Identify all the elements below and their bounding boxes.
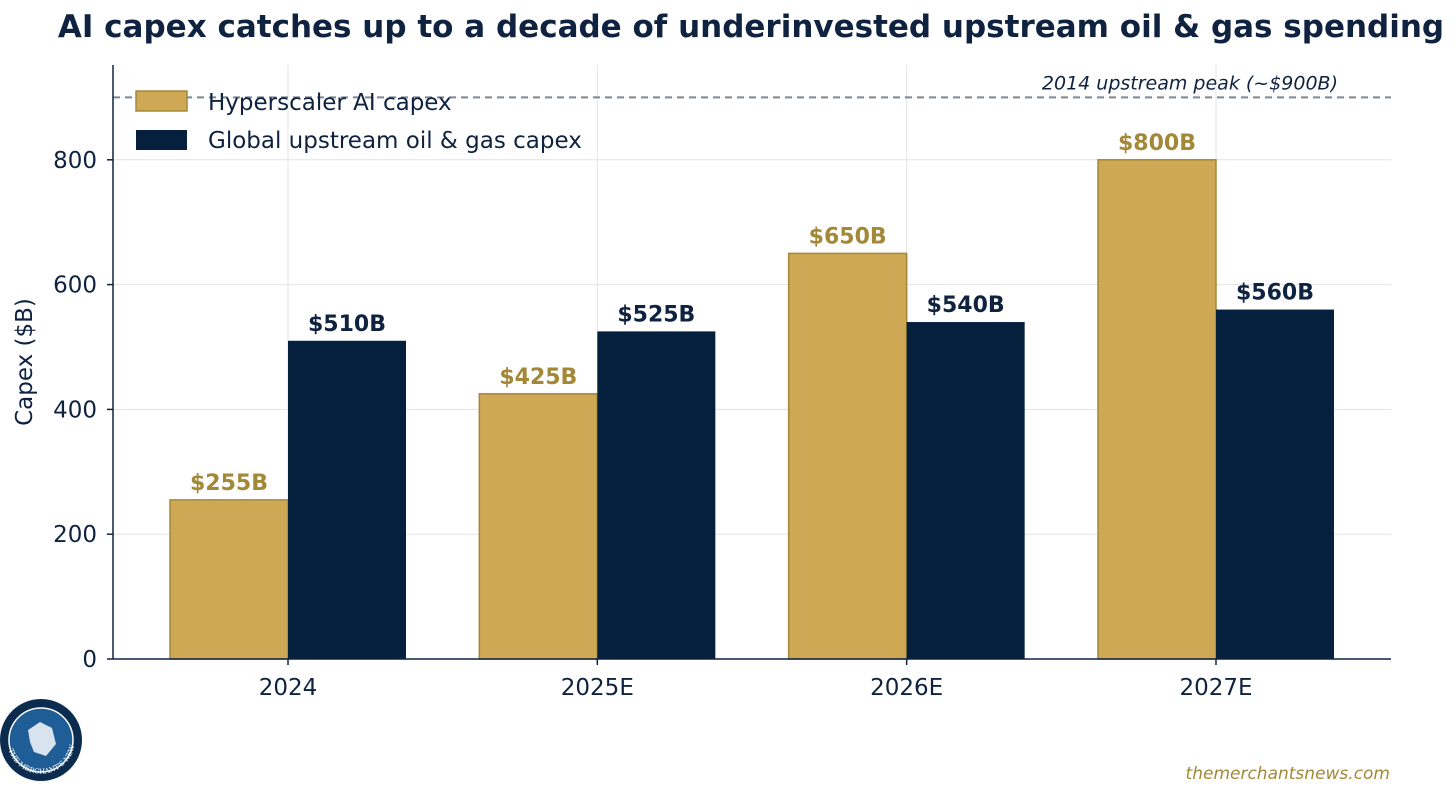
legend-label-oil-gas: Global upstream oil & gas capex <box>208 128 582 154</box>
axes <box>112 65 1391 660</box>
bar-ai-2026e <box>787 252 908 660</box>
legend-swatch-ai <box>135 90 188 112</box>
legend-swatch-oil-gas <box>136 130 187 150</box>
logo-emblem-icon <box>28 722 56 756</box>
y-tick-label: 0 <box>82 647 97 673</box>
x-tick-label: 2026E <box>870 675 943 701</box>
legend: Hyperscaler AI capex Global upstream oil… <box>135 90 582 154</box>
y-tick-label: 600 <box>53 273 97 299</box>
x-tick-label: 2027E <box>1179 675 1252 701</box>
reference-line-group: 2014 upstream peak (~$900B) <box>113 72 1391 99</box>
y-tick-label: 200 <box>53 522 97 548</box>
value-labels: $255B $425B $650B $800B $510B $525B $540B $560B <box>190 131 1314 496</box>
reference-line-label: 2014 upstream peak (~$900B) <box>1042 72 1338 94</box>
chart-title: AI capex catches up to a decade of under… <box>58 9 1444 45</box>
x-ticks: 2024 2025E 2026E 2027E <box>259 659 1253 701</box>
bar-ai-2027e <box>1097 159 1217 660</box>
y-tick-label: 400 <box>53 397 97 423</box>
value-label-ai: $255B <box>190 471 268 496</box>
value-label-oil-gas: $540B <box>927 293 1005 318</box>
value-label-ai: $425B <box>499 365 577 390</box>
x-tick-label: 2025E <box>561 675 634 701</box>
legend-label-ai: Hyperscaler AI capex <box>208 90 452 116</box>
bar-oil-gas-2026e <box>906 322 1025 659</box>
x-tick-label: 2024 <box>259 675 318 701</box>
value-label-oil-gas: $560B <box>1236 281 1314 306</box>
source-footer: themerchantsnews.com <box>1186 764 1390 784</box>
value-label-ai: $800B <box>1118 131 1196 156</box>
y-axis-label: Capex ($B) <box>12 298 38 426</box>
bar-oil-gas-2027e <box>1215 309 1334 659</box>
y-ticks: 0 200 400 600 800 <box>53 148 113 673</box>
value-label-ai: $650B <box>809 224 887 249</box>
bar-oil-gas-2025e <box>597 331 716 659</box>
bar-ai-2025e <box>478 393 599 660</box>
bar-oil-gas-2024 <box>288 340 406 659</box>
value-label-oil-gas: $525B <box>617 302 695 327</box>
value-label-oil-gas: $510B <box>308 312 386 337</box>
bar-ai-2024 <box>169 499 289 660</box>
y-tick-label: 800 <box>53 148 97 174</box>
